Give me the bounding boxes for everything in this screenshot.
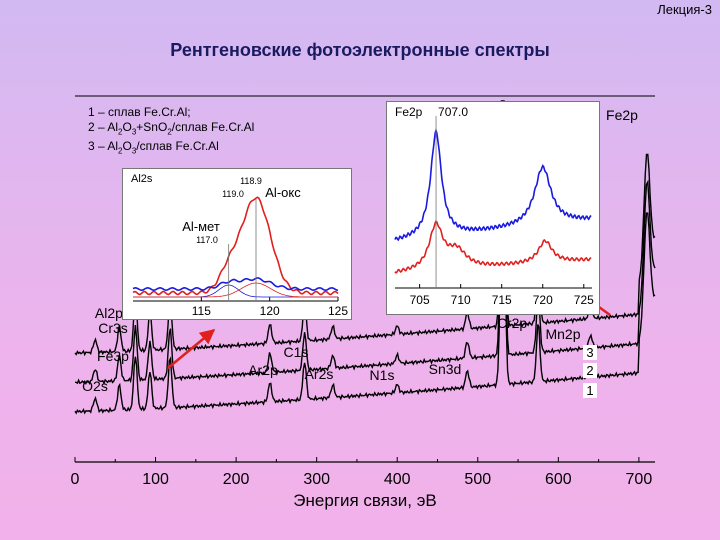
- peak-label: Sn3d: [429, 361, 462, 377]
- al2s-annotation: Al-мет: [182, 219, 220, 234]
- arrow-to-al2s-inset: [167, 329, 216, 369]
- legend-line-1: 1 – сплав Fe.Cr.Al;: [88, 105, 191, 119]
- fe2p-inset: 705 710 715 720 725 Fe2p 707.0: [386, 101, 600, 315]
- peak-label: C1s: [284, 344, 309, 360]
- peak-label: Mn2p: [545, 326, 580, 342]
- fe2p-annotation: 707.0: [438, 105, 468, 119]
- x-tick-label: 700: [626, 471, 653, 488]
- peak-label: N1s: [370, 367, 395, 383]
- fe2p-tick-label: 710: [451, 293, 471, 307]
- al2s-inset-title: Al2s: [131, 173, 153, 185]
- spectrum-2: [74, 100, 656, 386]
- fe2p-tick-label: 725: [574, 293, 594, 307]
- peak-label: Fe3p: [97, 348, 129, 364]
- x-tick-label: 200: [223, 471, 250, 488]
- x-axis-label: Энергия связи, эВ: [293, 491, 436, 510]
- peak-label: O2s: [82, 378, 108, 394]
- al2s-annotation: 119.0: [222, 189, 244, 199]
- fe2p-tick-label: 715: [492, 293, 512, 307]
- series-label-bg: [583, 363, 597, 378]
- x-tick-label: 500: [464, 471, 491, 488]
- peak-label: Cr2p: [497, 315, 528, 331]
- legend: 1 – сплав Fe.Cr.Al; 2 – Al2O3+SnO2/сплав …: [88, 105, 254, 159]
- series-label: 2: [586, 363, 593, 378]
- peak-label: Fe2p: [606, 107, 638, 123]
- series-label: 3: [586, 345, 593, 360]
- x-tick-label: 100: [142, 471, 169, 488]
- fe2p-inset-title: Fe2p: [395, 105, 423, 119]
- al2s-annotation: 118.9: [240, 176, 262, 186]
- al2s-curve-thin2: [133, 282, 338, 298]
- x-tick-label: 300: [303, 471, 330, 488]
- peak-label: Ar2p: [248, 362, 278, 378]
- peak-label: Ar2s: [305, 366, 334, 382]
- al2s-tick-label: 125: [328, 304, 348, 318]
- series-label-bg: [583, 383, 597, 398]
- slide-title: Рентгеновские фотоэлектронные спектры: [170, 40, 550, 60]
- series-label: 1: [586, 383, 593, 398]
- al2s-inset: 115 120 125 Al2s 118.9 119.0 Al-окс Al-мет 117.0: [122, 168, 352, 320]
- al2s-tick-label: 120: [260, 304, 280, 318]
- al2s-tick-label: 115: [192, 304, 211, 318]
- series-label-bg: [583, 345, 597, 360]
- fe2p-inset-chart: 705 710 715 720 725 Fe2p 707.0: [394, 105, 594, 307]
- x-tick-label: 0: [71, 471, 80, 488]
- al2s-annotation: 117.0: [196, 235, 218, 245]
- x-tick-label: 600: [545, 471, 572, 488]
- al2s-annotation: Al-окс: [265, 185, 301, 200]
- spectrum-3: [74, 109, 656, 415]
- fe2p-curve-metal: [394, 127, 592, 242]
- al2s-curve-red: [132, 196, 339, 296]
- legend-line-3: 3 – Al2O3/сплав Fe.Cr.Al: [88, 139, 219, 156]
- al2s-curve-blue: [132, 277, 339, 292]
- legend-line-2: 2 – Al2O3+SnO2/сплав Fe.Cr.Al: [88, 120, 255, 137]
- fe2p-tick-label: 720: [533, 293, 553, 307]
- fe2p-tick-label: 705: [410, 293, 430, 307]
- x-tick-label: 400: [384, 471, 411, 488]
- fe2p-curve-oxide: [394, 220, 592, 274]
- slide-number: Лекция-3: [657, 2, 712, 17]
